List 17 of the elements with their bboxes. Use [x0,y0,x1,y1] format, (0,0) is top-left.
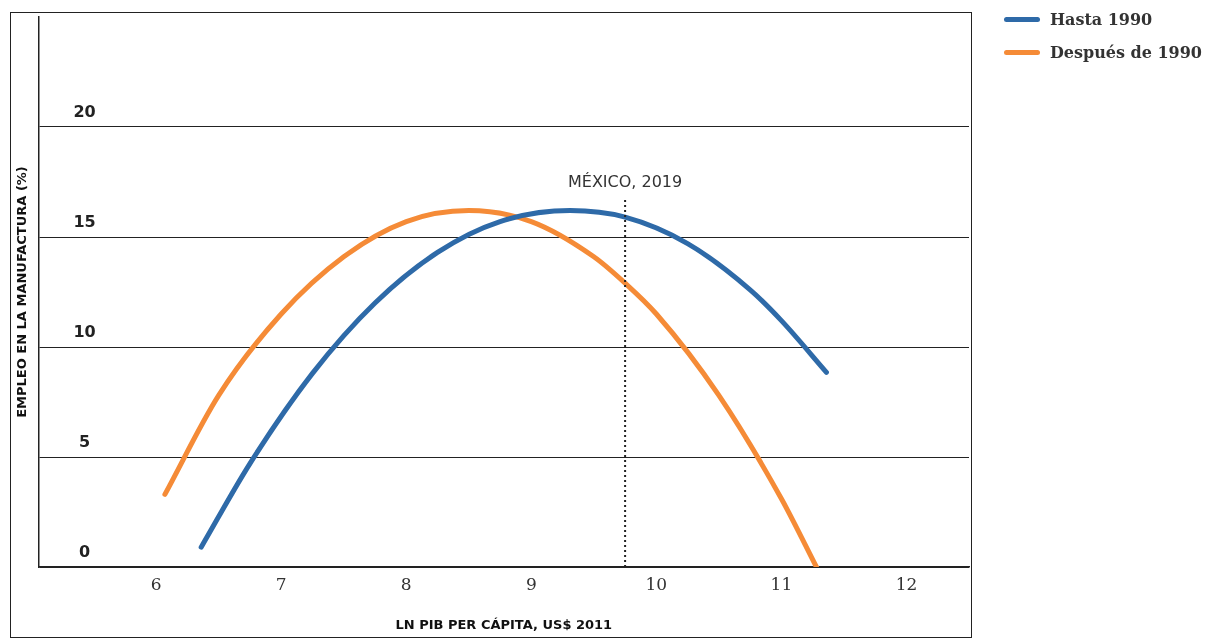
y-tick-label: 20 [73,102,96,122]
x-tick-label: 8 [400,573,412,594]
x-tick-label: 12 [895,573,918,594]
ref-line-label: MÉXICO, 2019 [567,171,683,191]
x-tick-label: 10 [645,573,668,594]
legend-label: Hasta 1990 [1049,10,1153,29]
x-tick-label: 7 [275,573,287,594]
y-tick-label: 0 [79,542,91,562]
x-axis-title: LN PIB PER CÁPITA, US$ 2011 [395,616,613,632]
y-tick-label: 5 [79,432,91,452]
y-tick-label: 15 [73,212,96,232]
legend-label: Después de 1990 [1049,43,1202,62]
x-tick-label: 6 [150,573,162,594]
x-tick-label: 9 [525,573,537,594]
x-tick-label: 11 [770,573,793,594]
y-axis-title: EMPLEO EN LA MANUFACTURA (%) [14,166,30,418]
y-tick-label: 10 [73,322,96,342]
